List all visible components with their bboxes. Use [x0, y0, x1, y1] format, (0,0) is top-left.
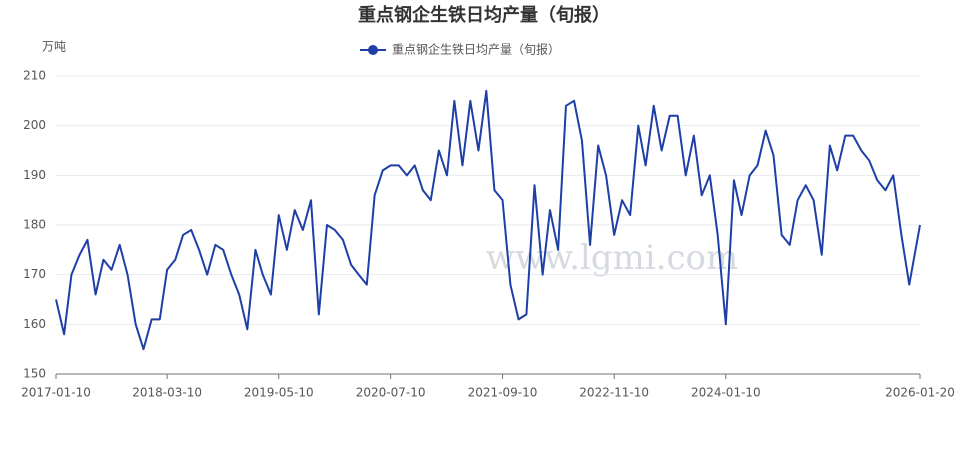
legend-label: 重点钢企生铁日均产量（旬报）	[392, 42, 560, 57]
y-tick-label: 160	[23, 317, 46, 331]
watermark: www.lgmi.com	[486, 238, 738, 278]
y-tick-label: 150	[23, 367, 46, 381]
y-tick-label: 190	[23, 168, 46, 182]
y-tick-label: 180	[23, 218, 46, 232]
x-tick-label: 2018-03-10	[132, 386, 202, 400]
chart-title: 重点钢企生铁日均产量（旬报）	[358, 4, 610, 26]
y-tick-label: 210	[23, 69, 46, 83]
legend-marker	[368, 45, 378, 55]
x-tick-label: 2022-11-10	[579, 386, 649, 400]
y-tick-label: 200	[23, 118, 46, 132]
x-tick-label: 2017-01-10	[21, 386, 91, 400]
x-tick-label: 2024-01-10	[691, 386, 761, 400]
line	[55, 89, 921, 351]
y-tick-label: 170	[23, 267, 46, 281]
x-tick-label: 2019-05-10	[244, 386, 314, 400]
x-tick-label: 2020-07-10	[356, 386, 426, 400]
y-axis-label: 万吨	[42, 40, 66, 54]
x-tick-label: 2026-01-20	[885, 386, 955, 400]
x-tick-label: 2021-09-10	[468, 386, 538, 400]
